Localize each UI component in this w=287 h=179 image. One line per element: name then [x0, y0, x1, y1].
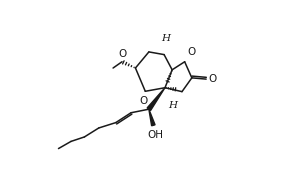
Text: O: O: [187, 47, 196, 57]
Text: H: H: [161, 34, 170, 43]
Text: OH: OH: [147, 130, 163, 140]
Text: O: O: [119, 49, 127, 59]
Polygon shape: [147, 88, 165, 110]
Text: H: H: [168, 101, 178, 110]
Text: O: O: [139, 96, 148, 106]
Text: O: O: [208, 74, 217, 84]
Polygon shape: [149, 109, 155, 126]
